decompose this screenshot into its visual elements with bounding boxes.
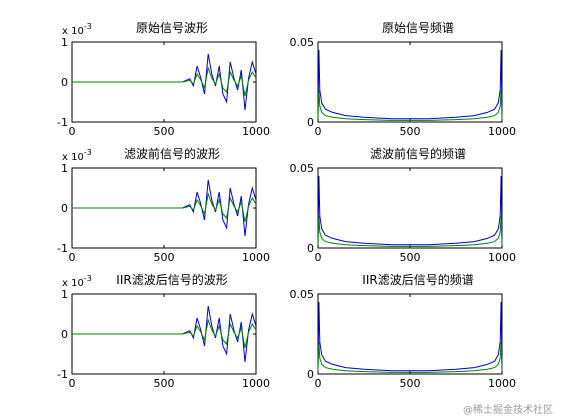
subplot-title: IIR滤波后信号的波形	[116, 272, 227, 287]
subplot-title: 滤波前信号的波形	[124, 146, 220, 161]
axis-exponent-sup: -3	[84, 22, 92, 31]
series-green-line	[72, 66, 257, 97]
y-tick-label: -1	[57, 116, 68, 129]
y-tick-label: 1	[61, 36, 68, 49]
subplot-3	[71, 167, 257, 249]
x-tick-label: 500	[154, 377, 175, 390]
axis-exponent-label: x 10-3	[62, 274, 92, 289]
subplot-title: 原始信号波形	[136, 21, 208, 35]
axis-exponent-label: x 10-3	[62, 22, 92, 37]
y-tick-label: 1	[61, 162, 68, 175]
watermark: @稀土掘金技术社区	[463, 405, 553, 416]
axis-exponent-sup: -3	[84, 148, 92, 157]
subplot-title: 滤波前信号的频谱	[370, 146, 466, 161]
subplot-6	[317, 293, 503, 375]
y-tick-label: 0.05	[290, 162, 315, 175]
subplot-1	[71, 41, 257, 123]
series-green-line	[317, 89, 503, 121]
x-tick-label: 500	[400, 251, 421, 264]
y-tick-label: 0	[61, 328, 68, 341]
y-tick-label: -1	[57, 242, 68, 255]
axes-box	[317, 293, 503, 375]
y-tick-label: 0.05	[290, 36, 315, 49]
series-blue-line	[317, 175, 503, 246]
x-tick-label: 500	[400, 125, 421, 138]
x-tick-label: 1000	[488, 377, 516, 390]
y-tick-label: -1	[57, 368, 68, 381]
y-tick-label: 0.05	[290, 288, 315, 301]
axes-box	[317, 41, 503, 123]
x-tick-label: 1000	[242, 251, 270, 264]
subplot-4	[317, 167, 503, 249]
x-tick-label: 0	[69, 251, 76, 264]
x-tick-label: 1000	[488, 251, 516, 264]
y-tick-label: 1	[61, 288, 68, 301]
x-tick-label: 0	[69, 125, 76, 138]
series-green-line	[72, 192, 257, 223]
y-tick-label: 0	[61, 202, 68, 215]
x-tick-label: 0	[315, 251, 322, 264]
subplot-5	[71, 293, 257, 375]
series-green-line	[317, 215, 503, 247]
x-tick-label: 1000	[242, 377, 270, 390]
series-blue-line	[317, 301, 503, 372]
axis-exponent-label: x 10-3	[62, 148, 92, 163]
x-tick-label: 500	[154, 125, 175, 138]
axis-exponent-sup: -3	[84, 274, 92, 283]
y-tick-label: 0	[307, 368, 314, 381]
x-tick-label: 500	[400, 377, 421, 390]
x-tick-label: 1000	[488, 125, 516, 138]
series-green-line	[72, 318, 257, 349]
x-tick-label: 0	[69, 377, 76, 390]
x-tick-label: 1000	[242, 125, 270, 138]
y-tick-label: 0	[307, 116, 314, 129]
y-tick-label: 0	[61, 76, 68, 89]
axes-box	[317, 167, 503, 249]
subplot-title: 原始信号频谱	[382, 21, 454, 35]
subplot-title: IIR滤波后信号的频谱	[362, 272, 473, 287]
subplot-2	[317, 41, 503, 123]
x-tick-label: 0	[315, 125, 322, 138]
series-blue-line	[317, 49, 503, 120]
y-tick-label: 0	[307, 242, 314, 255]
x-tick-label: 500	[154, 251, 175, 264]
series-green-line	[317, 341, 503, 373]
x-tick-label: 0	[315, 377, 322, 390]
